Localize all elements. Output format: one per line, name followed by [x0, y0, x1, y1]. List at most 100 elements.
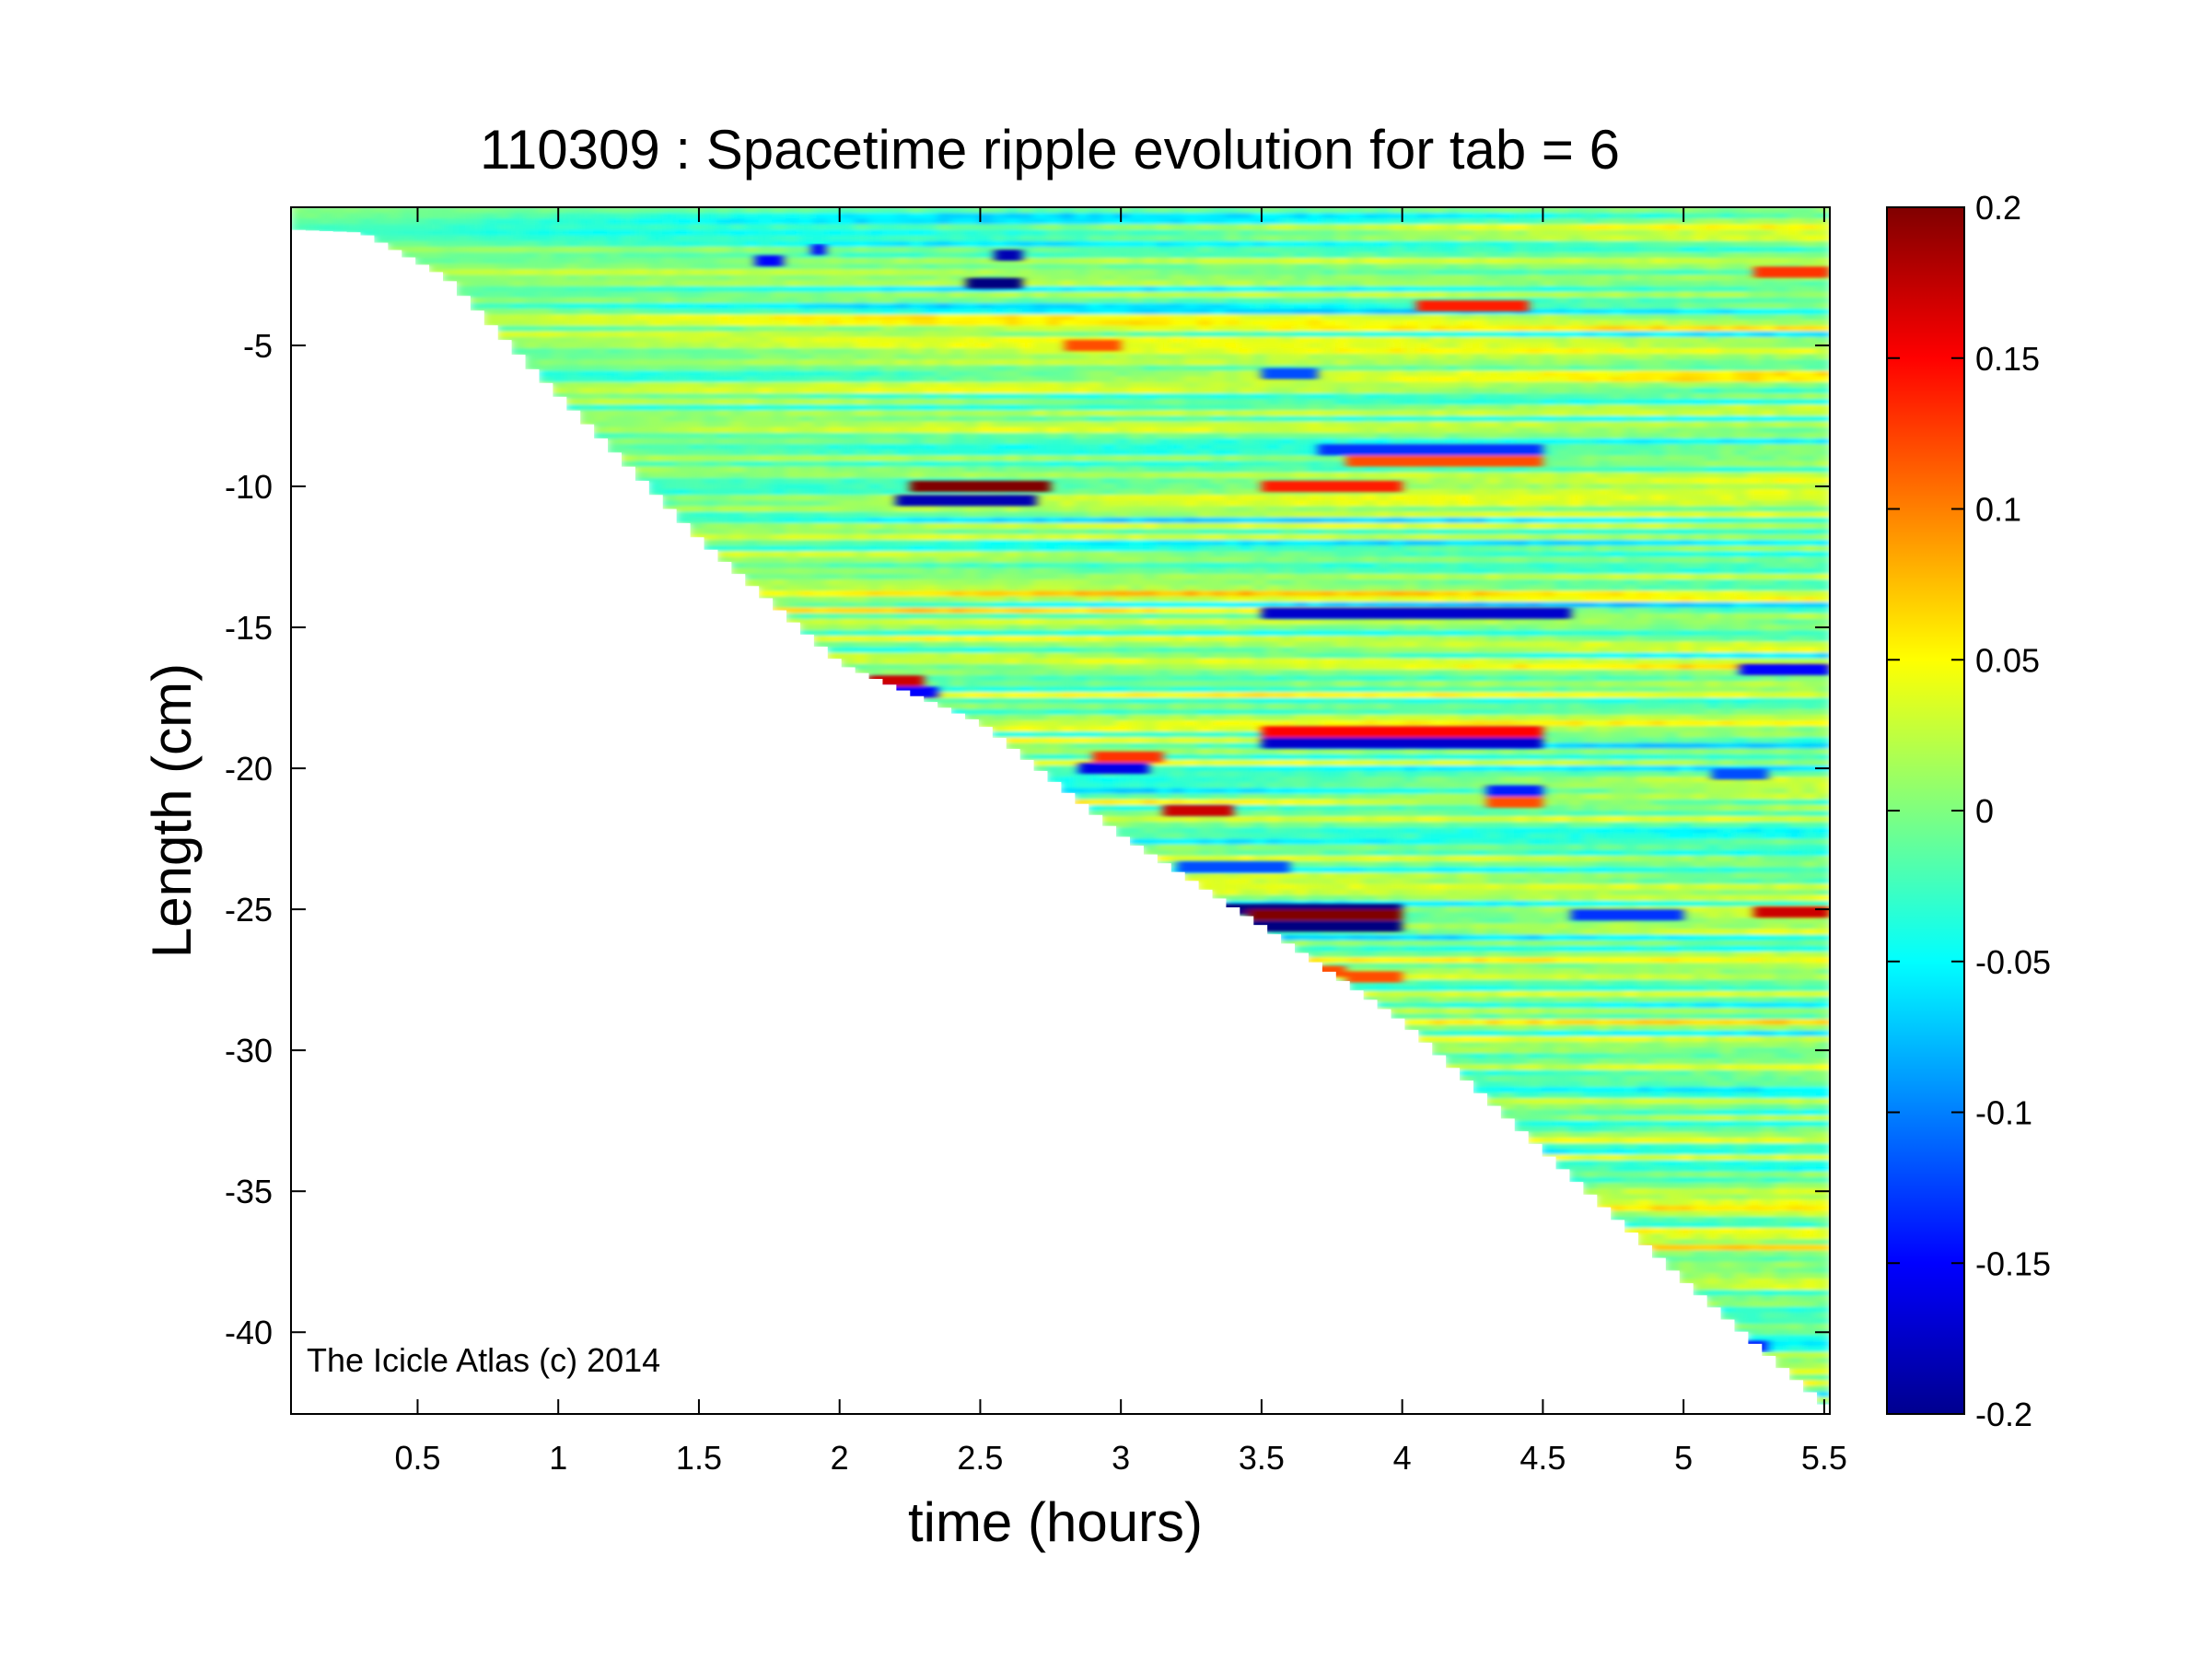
- heatmap-field: [291, 207, 1830, 1414]
- heatmap-cell: [909, 522, 925, 530]
- heatmap-cell: [964, 314, 979, 321]
- heatmap-cell: [1252, 759, 1268, 766]
- heatmap-cell: [607, 218, 622, 226]
- heatmap-cell: [1032, 280, 1048, 287]
- heatmap-cell: [373, 240, 389, 244]
- heatmap-cell: [565, 348, 581, 355]
- heatmap-cell: [689, 495, 704, 502]
- heatmap-cell: [895, 235, 911, 242]
- heatmap-cell: [661, 500, 677, 508]
- heatmap-cell: [1225, 213, 1240, 219]
- heatmap-cell: [1143, 534, 1158, 541]
- heatmap-cell: [786, 263, 800, 271]
- heatmap-cell: [923, 506, 938, 513]
- heatmap-cell: [964, 399, 979, 405]
- heatmap-cell: [1225, 838, 1240, 846]
- heatmap-cell: [1211, 742, 1227, 750]
- heatmap-cell: [661, 410, 677, 417]
- heatmap-cell: [744, 472, 760, 479]
- heatmap-cell: [812, 472, 828, 479]
- heatmap-cell: [1115, 275, 1130, 282]
- heatmap-cell: [881, 297, 897, 304]
- heatmap-cell: [1005, 579, 1020, 586]
- heatmap-cell: [977, 556, 993, 564]
- heatmap-cell: [977, 365, 993, 372]
- heatmap-cell: [1252, 771, 1268, 777]
- heatmap-cell: [1183, 669, 1199, 676]
- heatmap-cell: [923, 258, 938, 264]
- heatmap-cell: [1115, 269, 1130, 276]
- heatmap-cell: [1088, 370, 1103, 378]
- heatmap-cell: [1211, 681, 1227, 688]
- heatmap-cell: [786, 213, 800, 219]
- heatmap-cell: [950, 263, 965, 271]
- heatmap-cell: [1266, 759, 1282, 766]
- heatmap-cell: [1294, 506, 1309, 513]
- heatmap-cell: [1211, 596, 1227, 603]
- heatmap-cell: [1170, 692, 1185, 699]
- heatmap-cell: [1101, 579, 1116, 586]
- heatmap-cell: [1170, 381, 1185, 389]
- heatmap-cell: [909, 314, 925, 321]
- heatmap-cell: [496, 258, 512, 264]
- heatmap-cell: [1074, 280, 1089, 287]
- heatmap-cell: [812, 251, 828, 259]
- heatmap-cell: [552, 229, 567, 237]
- heatmap-cell: [524, 229, 540, 237]
- heatmap-cell: [1115, 647, 1130, 654]
- heatmap-cell: [1197, 822, 1213, 829]
- heatmap-cell: [854, 229, 869, 237]
- heatmap-cell: [895, 393, 911, 400]
- heatmap-cell: [1019, 370, 1034, 378]
- heatmap-cell: [1143, 269, 1158, 276]
- heatmap-cell: [1170, 404, 1185, 412]
- heatmap-cell: [1060, 466, 1076, 473]
- heatmap-cell: [937, 607, 951, 614]
- heatmap-cell: [1239, 376, 1254, 383]
- heatmap-cell: [1225, 263, 1240, 271]
- heatmap-cell: [909, 489, 925, 496]
- heatmap-cell: [1252, 811, 1268, 817]
- heatmap-cell: [1143, 652, 1158, 660]
- heatmap-cell: [359, 218, 375, 226]
- heatmap-cell: [730, 336, 746, 344]
- heatmap-cell: [579, 309, 595, 316]
- heatmap-cell: [1046, 477, 1062, 485]
- heatmap-cell: [1266, 399, 1282, 405]
- heatmap-cell: [909, 404, 925, 412]
- heatmap-cell: [1143, 833, 1158, 840]
- heatmap-cell: [1101, 630, 1116, 637]
- heatmap-cell: [1101, 585, 1116, 591]
- heatmap-cell: [977, 303, 993, 310]
- heatmap-cell: [1225, 822, 1240, 829]
- heatmap-cell: [716, 224, 732, 231]
- heatmap-cell: [1280, 421, 1295, 428]
- heatmap-cell: [937, 336, 951, 344]
- heatmap-cell: [1101, 286, 1116, 293]
- heatmap-cell: [1115, 472, 1130, 479]
- heatmap-cell: [1129, 833, 1144, 840]
- heatmap-cell: [786, 224, 800, 231]
- heatmap-cell: [1183, 567, 1199, 575]
- heatmap-cell: [1143, 399, 1158, 405]
- heatmap-cell: [840, 461, 856, 468]
- heatmap-cell: [332, 207, 347, 214]
- heatmap-cell: [703, 280, 718, 287]
- heatmap-cell: [1088, 331, 1103, 338]
- heatmap-cell: [1074, 432, 1089, 439]
- heatmap-cell: [1156, 540, 1171, 546]
- heatmap-cell: [593, 297, 608, 304]
- heatmap-cell: [1115, 224, 1130, 231]
- heatmap-cell: [1088, 399, 1103, 405]
- heatmap-cell: [579, 246, 595, 253]
- heatmap-cell: [991, 556, 1007, 564]
- heatmap-cell: [937, 658, 951, 665]
- heatmap-cell: [647, 331, 663, 338]
- heatmap-cell: [1019, 658, 1034, 665]
- heatmap-cell: [1239, 359, 1254, 367]
- heatmap-cell: [1239, 596, 1254, 603]
- heatmap-cell: [703, 218, 718, 226]
- heatmap-cell: [634, 461, 649, 468]
- heatmap-cell: [496, 303, 512, 310]
- heatmap-cell: [1101, 251, 1116, 259]
